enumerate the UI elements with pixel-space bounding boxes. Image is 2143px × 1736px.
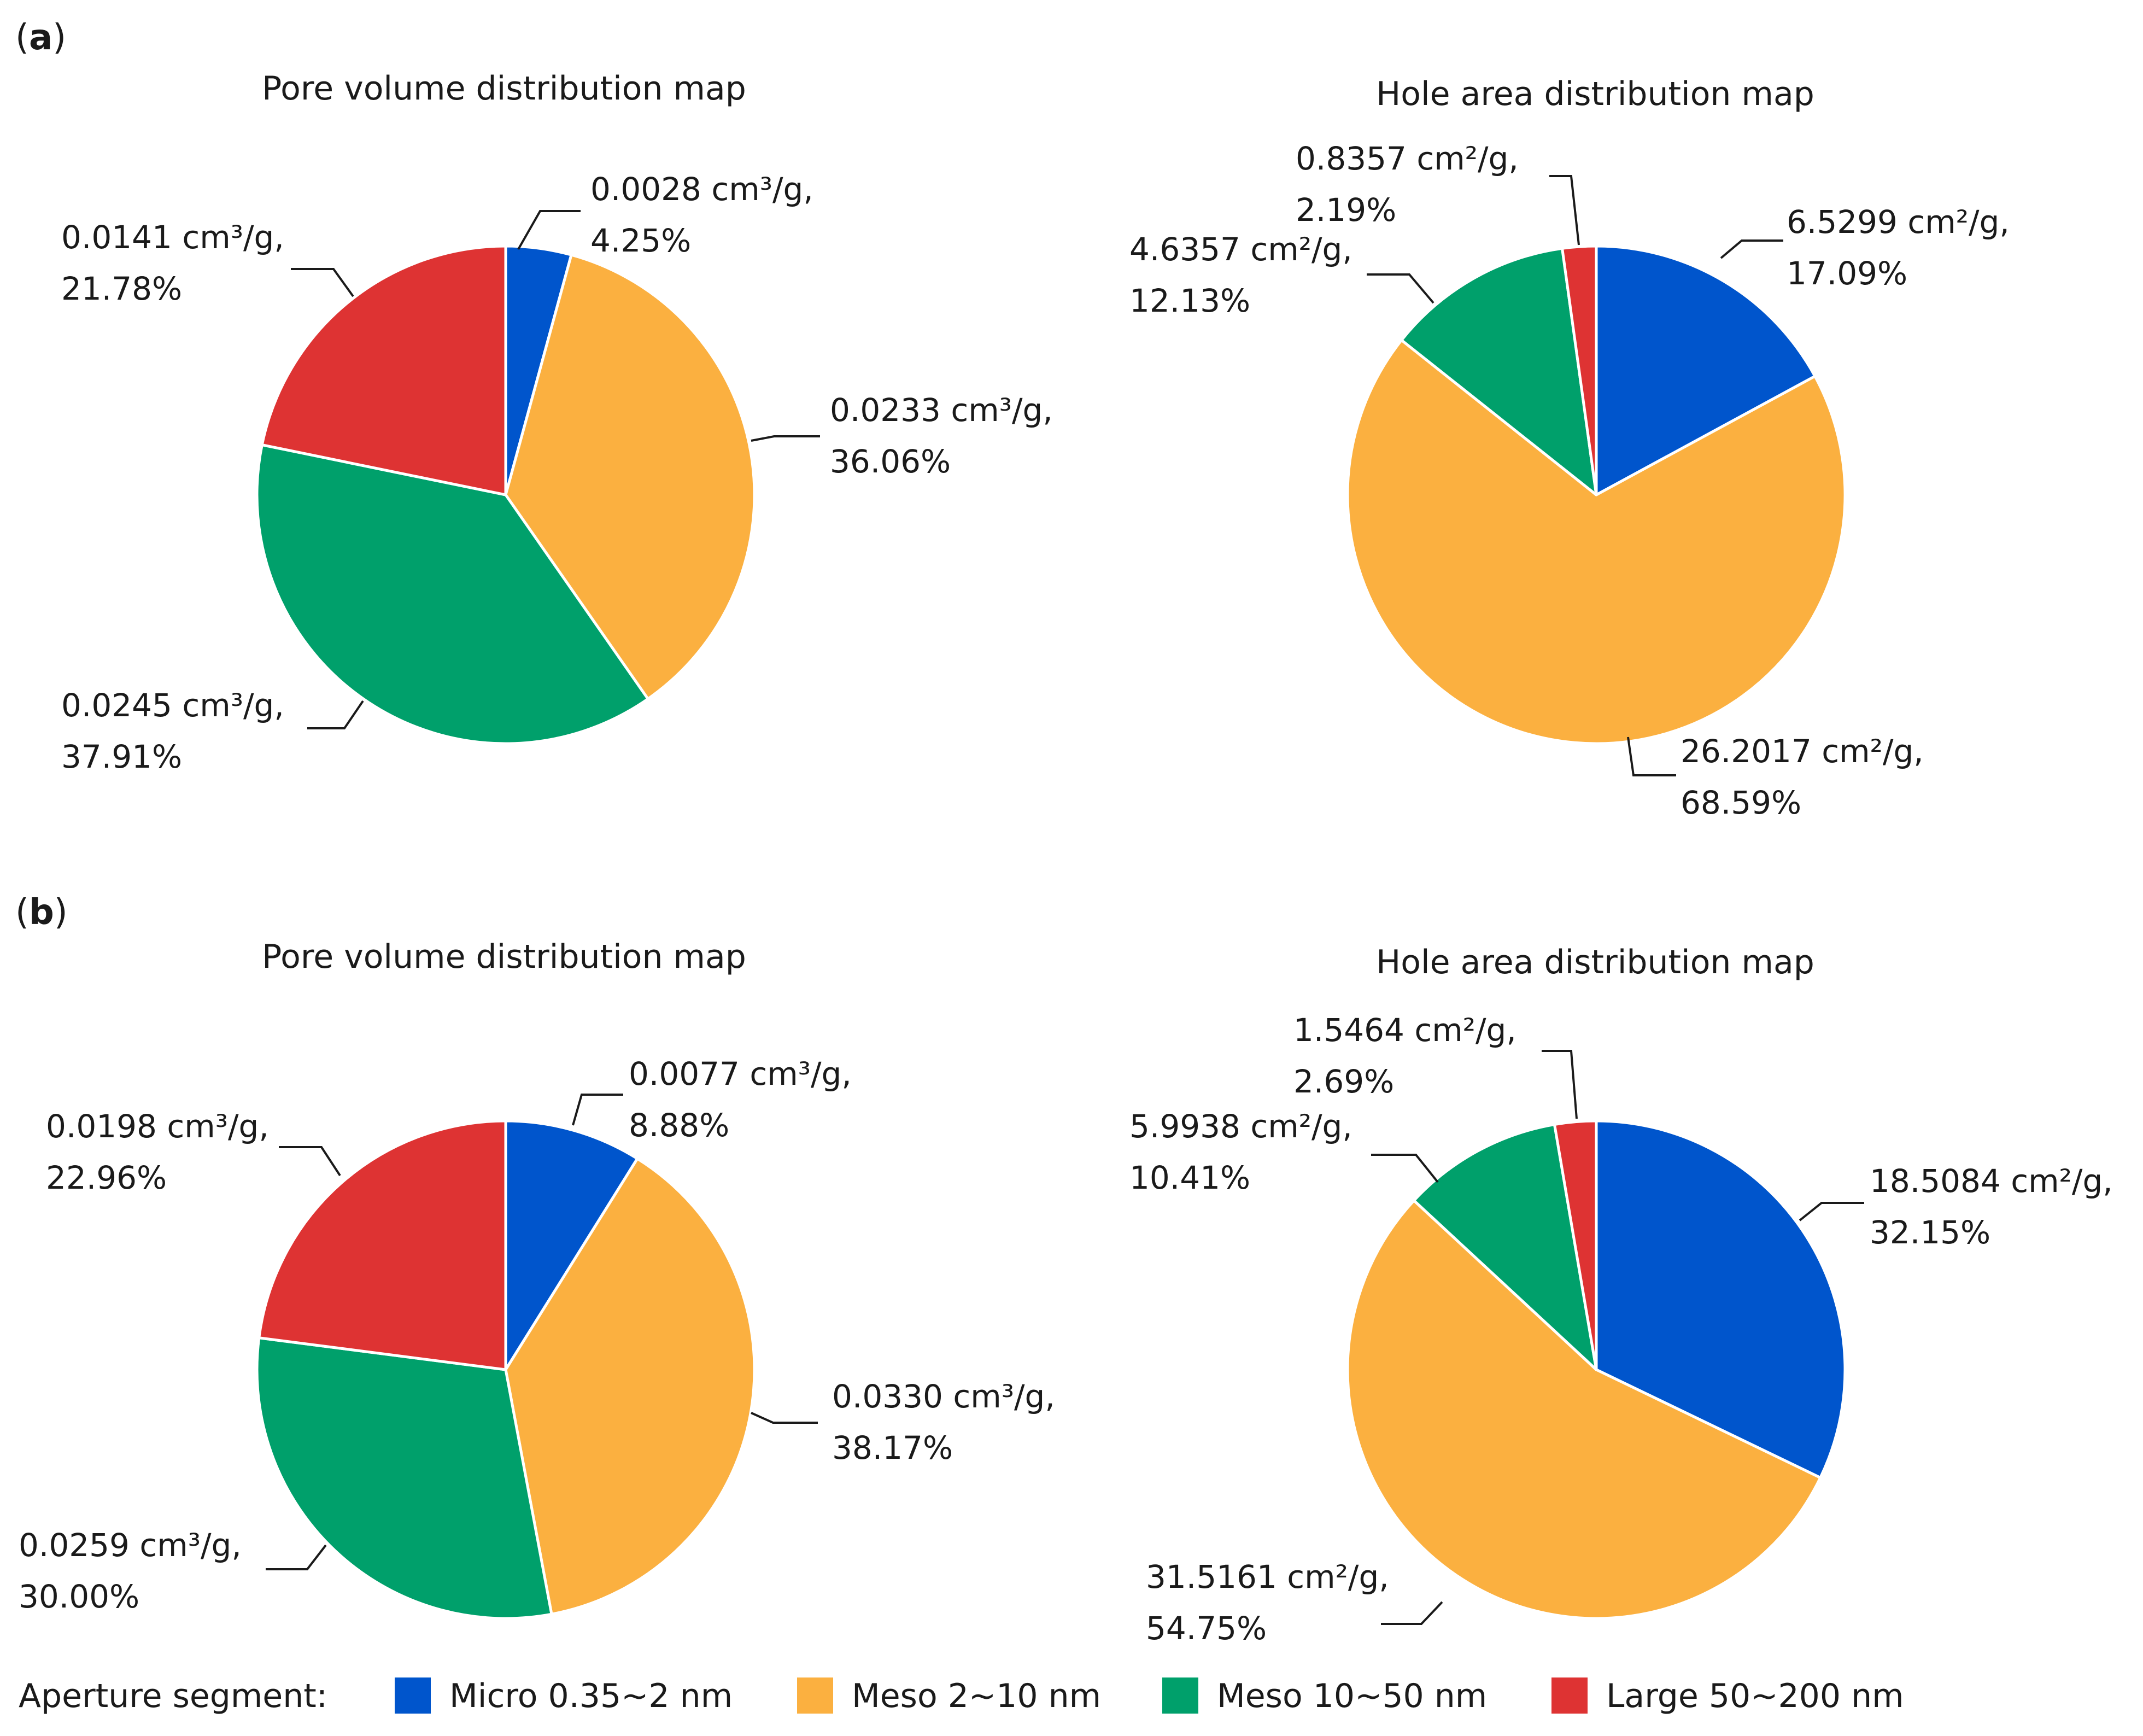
- pie-slice-micro: [504, 1119, 639, 1371]
- pie-slice-meso-2-10: [504, 253, 756, 700]
- legend-label-meso-2-10: Meso 2~10 nm: [852, 1677, 1101, 1715]
- pie-slice-large: [260, 244, 507, 496]
- data-label-percent: 22.96%: [46, 1159, 167, 1196]
- chart-title: Hole area distribution map: [1376, 943, 1814, 981]
- leader-line: [572, 1094, 623, 1126]
- pie-slice-large: [1553, 1119, 1598, 1371]
- data-label-value: 4.6357 cm²/g,: [1129, 231, 1352, 268]
- data-label-percent: 17.09%: [1787, 255, 1907, 292]
- data-label-value: 0.0233 cm³/g,: [830, 391, 1053, 429]
- legend-swatch-micro: [395, 1677, 431, 1714]
- pie-slice-meso-2-10: [1346, 338, 1847, 745]
- leader-line: [1799, 1202, 1864, 1221]
- leader-line: [1371, 1154, 1439, 1183]
- chart-title: Hole area distribution map: [1376, 75, 1814, 113]
- data-label-value: 0.0198 cm³/g,: [46, 1108, 269, 1145]
- legend-label-meso-10-50: Meso 10~50 nm: [1217, 1677, 1487, 1715]
- leader-line: [1542, 1050, 1578, 1119]
- leader-line: [517, 210, 581, 250]
- leader-line: [1720, 239, 1783, 259]
- data-label-value: 0.8357 cm²/g,: [1296, 140, 1519, 177]
- data-label-value: 31.5161 cm²/g,: [1146, 1558, 1389, 1595]
- data-label-percent: 2.69%: [1293, 1063, 1394, 1100]
- data-label-value: 26.2017 cm²/g,: [1681, 733, 1924, 770]
- pie-slice-meso-10-50: [255, 1336, 553, 1620]
- pie-slice-meso-10-50: [1400, 247, 1598, 496]
- data-label-percent: 68.59%: [1681, 784, 1801, 821]
- legend-swatch-meso-2-10: [797, 1677, 833, 1714]
- data-label-value: 0.0141 cm³/g,: [61, 219, 284, 256]
- data-label-percent: 8.88%: [629, 1107, 729, 1144]
- data-label-value: 6.5299 cm²/g,: [1787, 203, 2010, 241]
- pie-slice-meso-2-10: [504, 1157, 756, 1616]
- data-label-value: 0.0077 cm³/g,: [629, 1055, 852, 1092]
- legend-title: Aperture segment:: [19, 1677, 327, 1715]
- data-label-value: 5.9938 cm²/g,: [1129, 1108, 1352, 1145]
- data-label-percent: 32.15%: [1870, 1214, 1990, 1251]
- pie-slice-micro: [1595, 244, 1817, 496]
- leader-line: [266, 1544, 327, 1570]
- panel-label-a: (a): [15, 17, 66, 58]
- data-label-percent: 54.75%: [1146, 1610, 1267, 1647]
- data-label-value: 0.0259 cm³/g,: [19, 1527, 242, 1564]
- panel-label-b: (b): [15, 892, 68, 933]
- pie-slice-large: [1561, 244, 1598, 496]
- data-label-percent: 37.91%: [61, 738, 182, 775]
- data-label-percent: 38.17%: [832, 1429, 953, 1466]
- data-label-percent: 21.78%: [61, 270, 182, 307]
- pie-slice-meso-10-50: [255, 443, 649, 745]
- data-label-value: 18.5084 cm²/g,: [1870, 1162, 2113, 1200]
- pie-slice-meso-2-10: [1346, 1199, 1822, 1620]
- chart-title: Pore volume distribution map: [262, 69, 746, 108]
- pie-slice-micro: [1595, 1119, 1847, 1480]
- leader-line: [751, 1412, 818, 1424]
- legend-swatch-large: [1551, 1677, 1588, 1714]
- leader-line: [1367, 273, 1434, 304]
- data-label-percent: 4.25%: [590, 222, 691, 259]
- leader-line: [291, 268, 354, 297]
- leader-line: [307, 700, 364, 729]
- data-label-value: 0.0245 cm³/g,: [61, 687, 284, 724]
- legend-label-large: Large 50~200 nm: [1606, 1677, 1904, 1715]
- data-label-percent: 12.13%: [1129, 282, 1250, 319]
- data-label-value: 0.0330 cm³/g,: [832, 1378, 1055, 1415]
- legend-label-micro: Micro 0.35~2 nm: [449, 1677, 733, 1715]
- leader-line: [1627, 737, 1676, 776]
- leader-line: [751, 435, 820, 442]
- leader-line: [1549, 175, 1580, 246]
- chart-title: Pore volume distribution map: [262, 938, 746, 976]
- data-label-percent: 10.41%: [1129, 1159, 1250, 1196]
- data-label-percent: 30.00%: [19, 1578, 139, 1615]
- data-label-value: 1.5464 cm²/g,: [1293, 1012, 1517, 1049]
- pie-slice-meso-10-50: [1412, 1123, 1598, 1371]
- data-label-percent: 36.06%: [830, 443, 951, 480]
- leader-line: [1381, 1601, 1443, 1625]
- legend: Aperture segment: Micro 0.35~2 nm Meso 2…: [19, 1677, 1904, 1715]
- data-label-value: 0.0028 cm³/g,: [590, 171, 813, 208]
- data-label-percent: 2.19%: [1296, 191, 1396, 229]
- legend-swatch-meso-10-50: [1162, 1677, 1198, 1714]
- leader-line: [279, 1146, 341, 1177]
- pie-slice-large: [257, 1119, 507, 1371]
